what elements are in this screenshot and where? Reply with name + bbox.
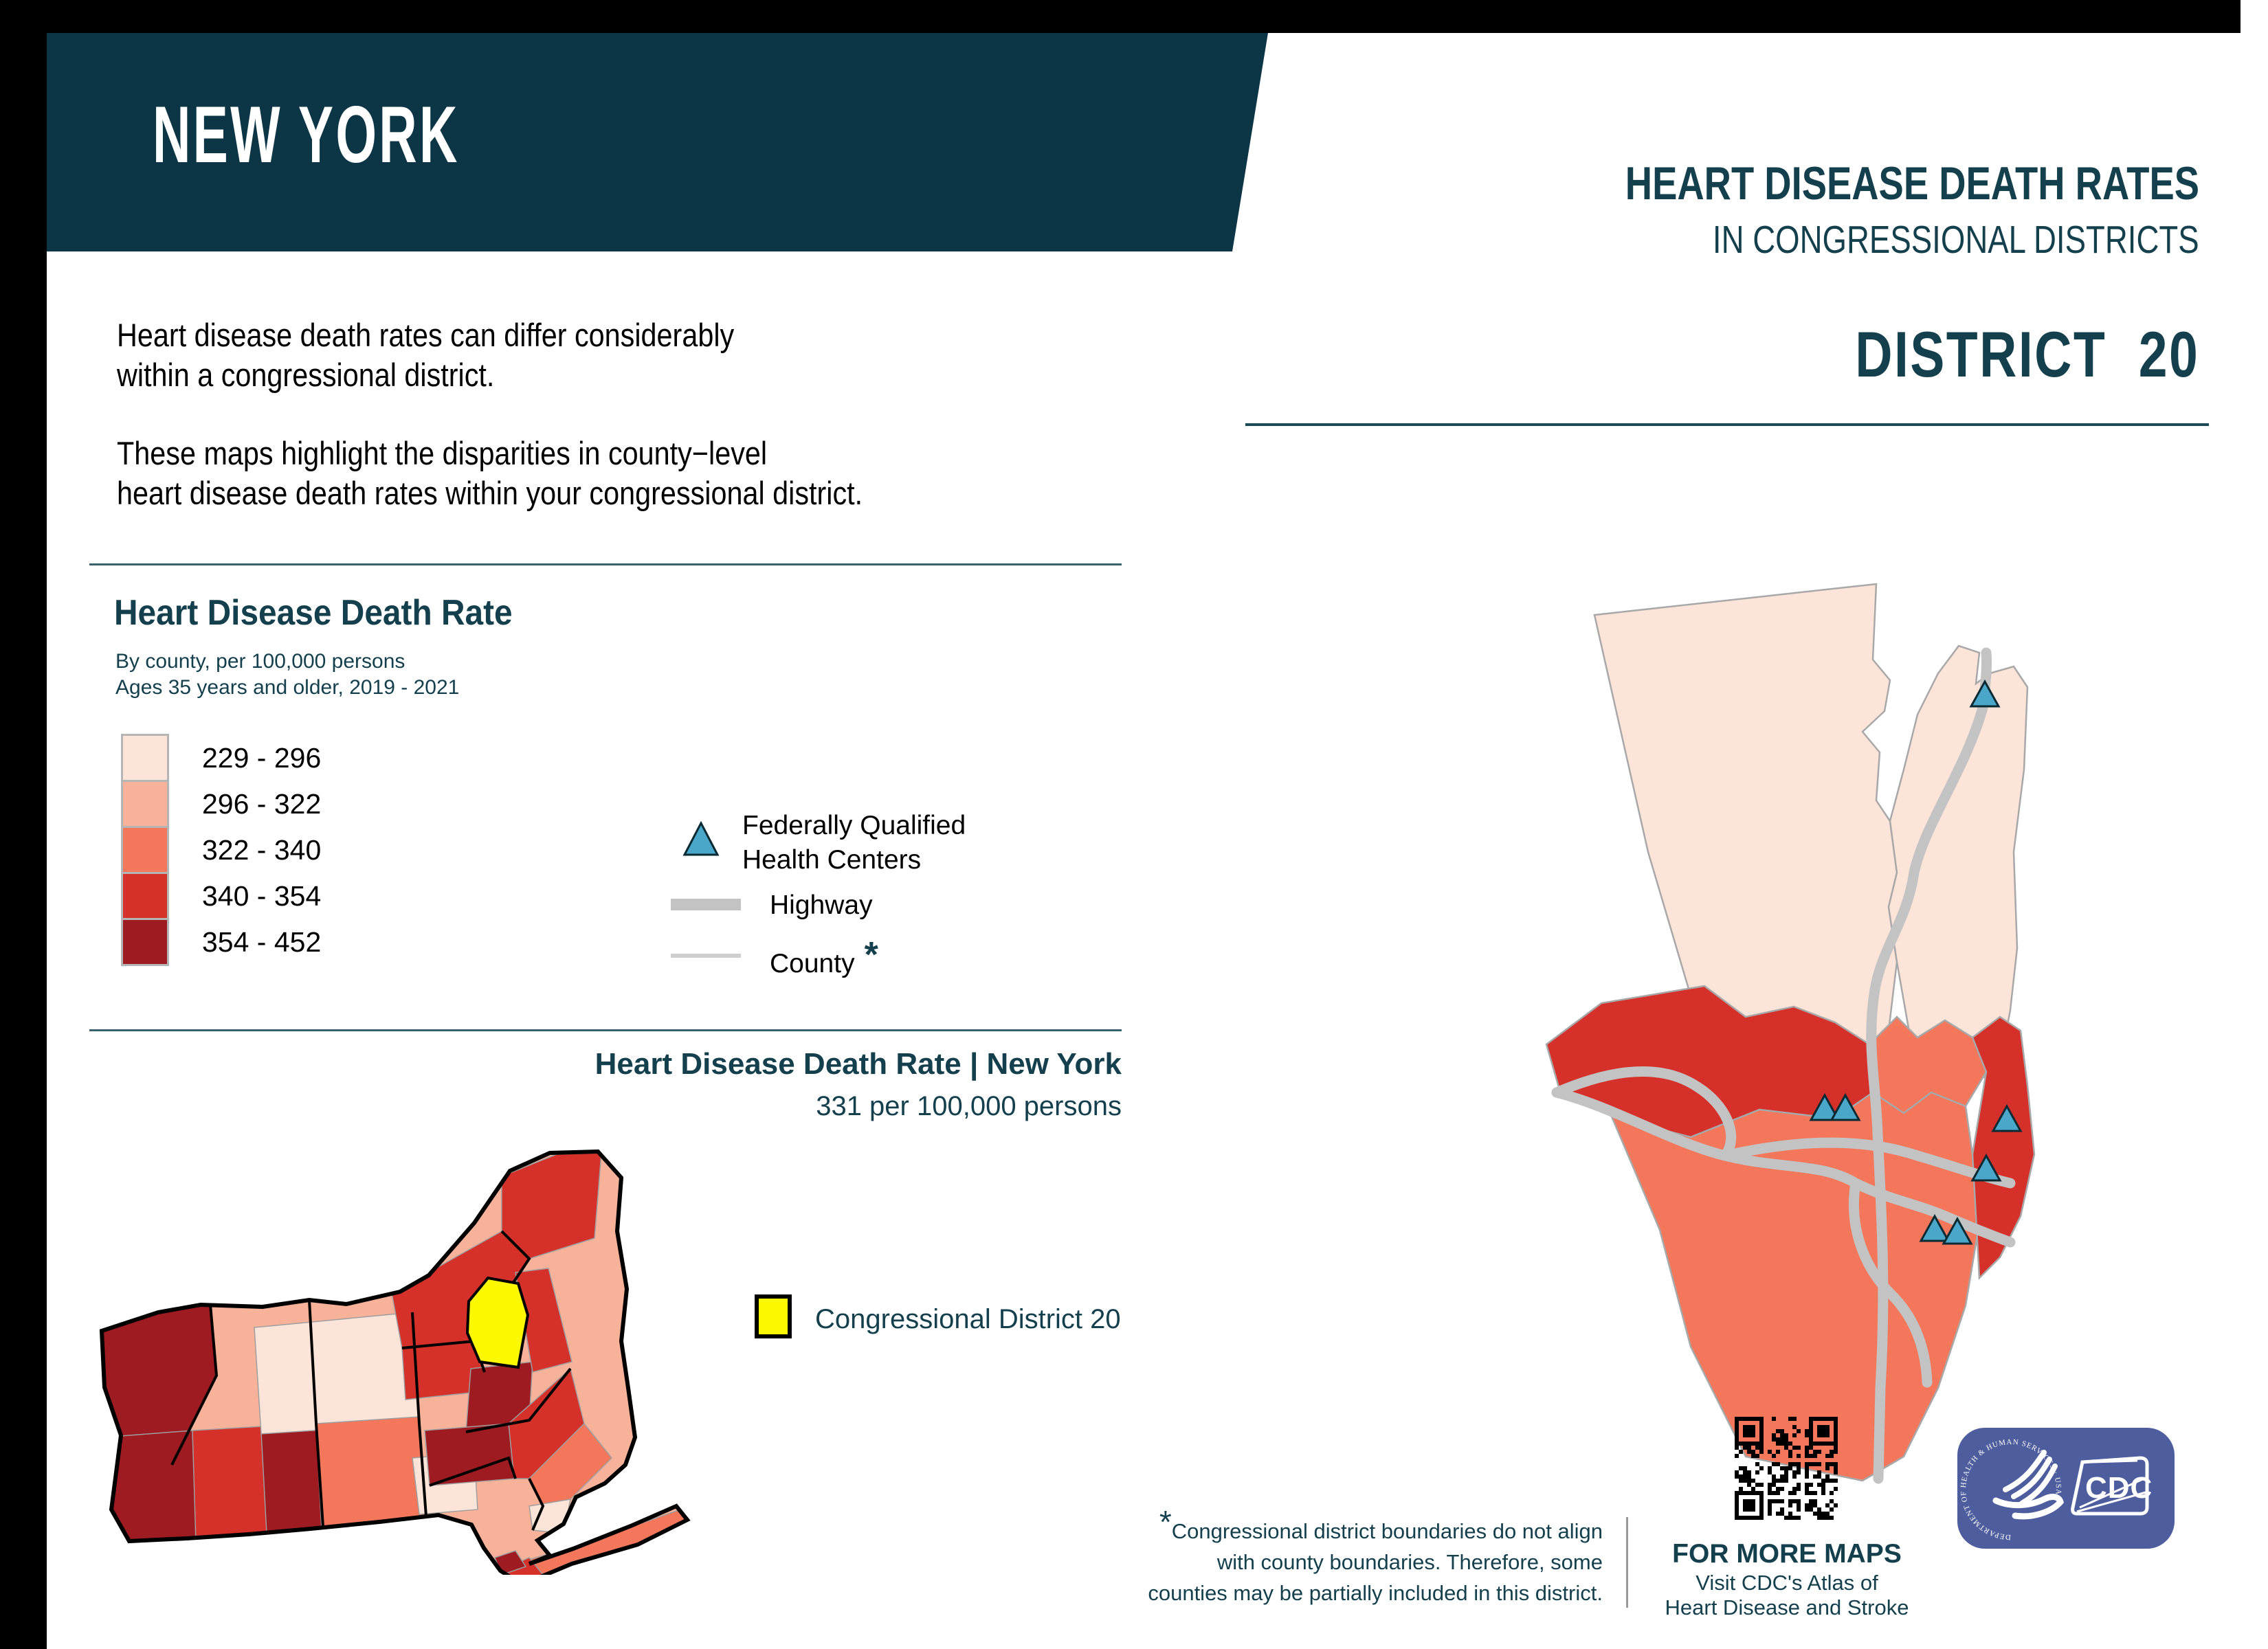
county-legend-label: County * (770, 935, 878, 978)
legend-range-label: 296 - 322 (202, 788, 322, 820)
legend-title: Heart Disease Death Rate (114, 593, 513, 633)
fqhc-triangle-icon (1919, 1213, 1950, 1242)
hhs-cdc-logo: DEPARTMENT OF HEALTH & HUMAN SERVICES · … (1957, 1428, 2175, 1549)
district20-highlight (465, 1276, 530, 1369)
fqhc-legend-label: Federally Qualified (742, 811, 966, 840)
state-name-title: NEW YORK (153, 90, 460, 180)
county-line-icon (671, 954, 741, 958)
fqhc-markers (1809, 679, 2023, 1245)
fqhc-triangle-icon (1969, 679, 2001, 708)
county-patch (315, 1416, 427, 1527)
legend-range-label: 340 - 354 (202, 880, 322, 912)
legend-range-label: 354 - 452 (202, 926, 322, 958)
county-patch (1971, 1016, 2036, 1280)
intro-paragraph1: within a congressional district. (117, 357, 495, 393)
qr-code (1735, 1417, 1838, 1520)
highway-line (1551, 1087, 2016, 1248)
district-counties (1545, 583, 2036, 1482)
district20-swatch (755, 1294, 792, 1338)
legend-subtitle: Ages 35 years and older, 2019 - 2021 (115, 676, 460, 699)
fqhc-legend-label: Health Centers (742, 845, 922, 875)
state-summary-title: Heart Disease Death Rate | New York (594, 1047, 1122, 1081)
legend-range-label: 229 - 296 (202, 742, 322, 774)
left-border-bar (0, 0, 47, 1649)
more-maps-caption: Visit CDC's Atlas of (1696, 1571, 1878, 1595)
district-heading: DISTRICT 20 (1855, 318, 2199, 390)
district-heading-rule (1245, 423, 2209, 426)
footnote-divider (1626, 1517, 1628, 1608)
fqhc-triangle-icon (1970, 1153, 2002, 1182)
intro-paragraph2: These maps highlight the disparities in … (117, 435, 768, 471)
state-banner (47, 33, 1268, 251)
top-border-bar (0, 0, 2241, 33)
district20-legend-label: Congressional District 20 (815, 1304, 1121, 1334)
cdc-logo: CDC (2071, 1456, 2153, 1516)
page-title-line1: HEART DISEASE DEATH RATES (1625, 157, 2199, 210)
legend-swatch-class5 (121, 918, 169, 966)
cdc-logo-text: CDC (2085, 1471, 2153, 1505)
footnote-mark: * (864, 935, 878, 975)
boundary-footnote: *Congressional district boundaries do no… (1148, 1504, 1603, 1605)
fqhc-triangle-icon (1991, 1103, 2023, 1132)
more-maps-heading: FOR MORE MAPS (1672, 1539, 1902, 1569)
fqhc-triangle-icon (1830, 1092, 1861, 1121)
state-summary-value: 331 per 100,000 persons (816, 1091, 1122, 1121)
highway-line (1551, 1066, 1737, 1161)
highway-line (1849, 1178, 1933, 1388)
fqhc-triangle-icon (1809, 1092, 1841, 1121)
fqhc-triangle-icon (1942, 1216, 1973, 1245)
county-patch (254, 1312, 420, 1435)
county-patch (515, 1268, 572, 1373)
legend-range-label: 322 - 340 (202, 834, 322, 866)
legend-swatch-class4 (121, 872, 169, 920)
state-summary: Heart Disease Death Rate | New York 331 … (481, 1047, 1122, 1122)
highway-line-icon (671, 899, 741, 910)
legend-subtitle: By county, per 100,000 persons (115, 650, 405, 673)
highway-lines (1551, 647, 2016, 1484)
state-choropleth-map (99, 1149, 691, 1575)
county-patch (1887, 644, 2029, 1087)
section-divider (89, 563, 1122, 565)
county-patch (424, 1423, 516, 1486)
district-detail-map (1545, 583, 2036, 1484)
county-patch (260, 1427, 322, 1534)
fqhc-triangle-icon (682, 820, 720, 856)
intro-paragraph2: heart disease death rates within your co… (117, 475, 863, 511)
highway-line (1866, 647, 1992, 1484)
legend-swatch-class3 (121, 826, 169, 874)
footnote-mark: * (1159, 1504, 1172, 1540)
hhs-eagle-icon (1992, 1450, 2064, 1520)
section-divider (89, 1029, 1122, 1031)
legend-swatch-class2 (121, 780, 169, 828)
county-patchwork (102, 1152, 687, 1575)
intro-paragraph1: Heart disease death rates can differ con… (117, 317, 735, 353)
page-title-line2: IN CONGRESSIONAL DISTRICTS (1713, 218, 2199, 262)
highway-legend-label: Highway (770, 890, 873, 920)
legend-swatch-class1 (121, 734, 169, 782)
more-maps-caption: Heart Disease and Stroke (1665, 1595, 1909, 1619)
state-outline (99, 1149, 691, 1575)
